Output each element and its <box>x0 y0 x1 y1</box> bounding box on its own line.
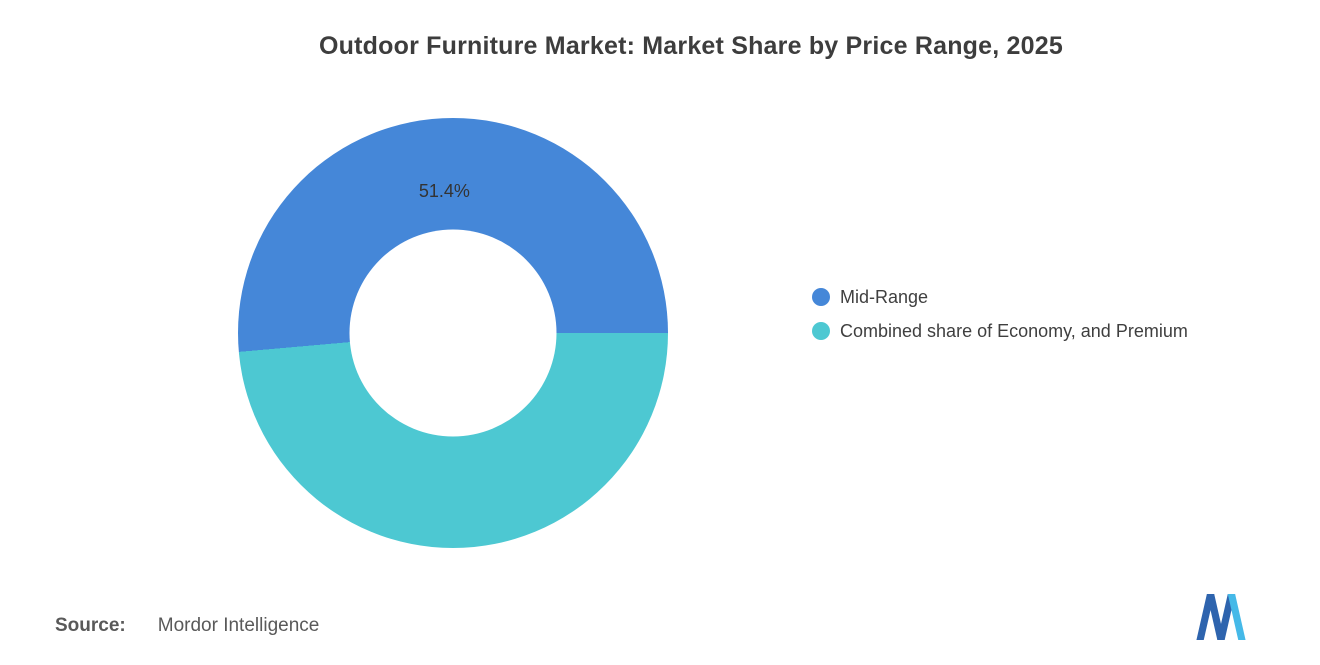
legend-label-mid-range: Mid-Range <box>840 286 929 307</box>
chart-title: Outdoor Furniture Market: Market Share b… <box>319 32 1063 60</box>
legend-swatch-mid-range <box>812 288 830 306</box>
legend: Mid-Range Combined share of Economy, and… <box>812 286 1188 354</box>
legend-swatch-combined <box>812 322 830 340</box>
source-label: Source: <box>55 615 126 636</box>
donut-chart: 51.4% <box>238 118 668 548</box>
slice-data-label: 51.4% <box>418 181 470 201</box>
mordor-intelligence-logo <box>1196 594 1246 640</box>
donut-hole <box>349 229 557 437</box>
legend-item-combined: Combined share of Economy, and Premium <box>812 320 1188 342</box>
legend-label-combined: Combined share of Economy, and Premium <box>840 320 1188 341</box>
source-name: Mordor Intelligence <box>157 615 320 636</box>
logo-stroke-4 <box>1227 594 1246 640</box>
source-row: Source: Mordor Intelligence <box>55 615 319 637</box>
legend-item-mid-range: Mid-Range <box>812 286 1188 308</box>
